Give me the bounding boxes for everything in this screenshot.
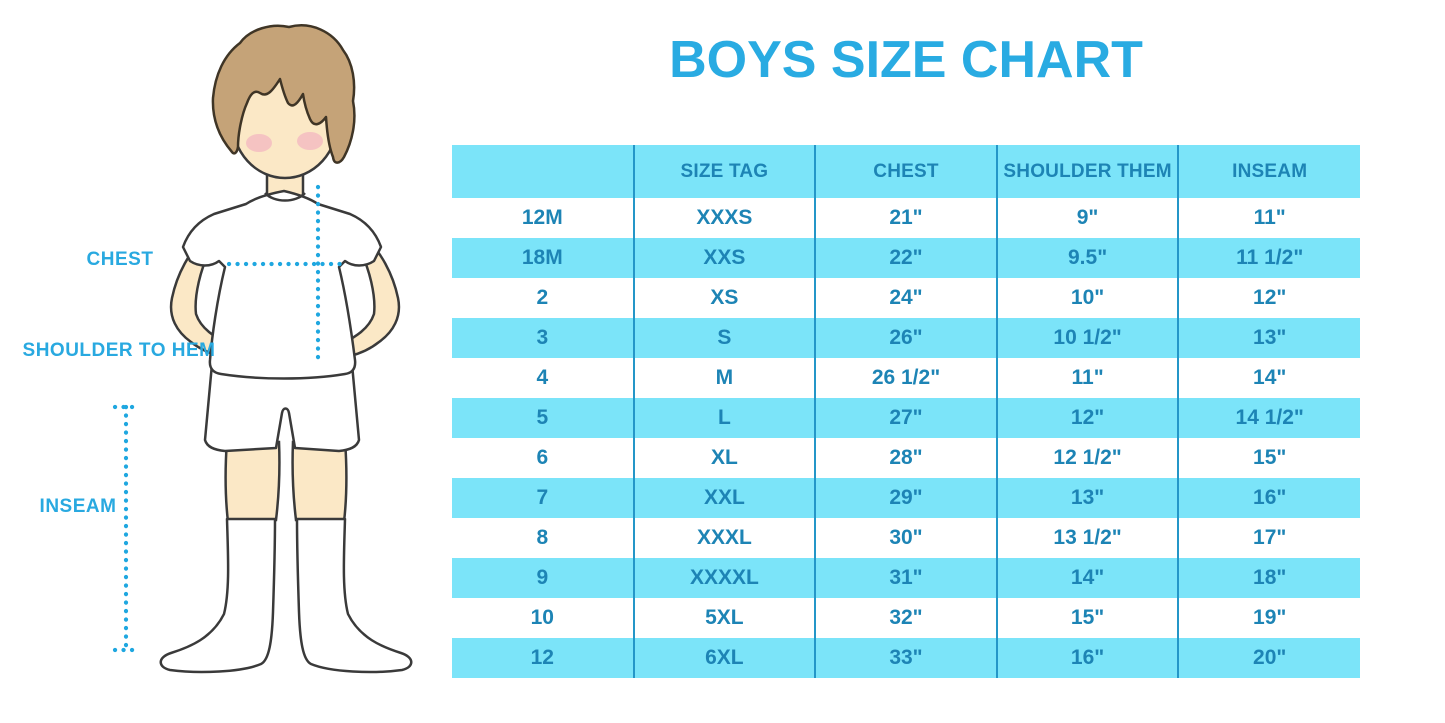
shoulder-hem-cell: 10 1/2"	[995, 318, 1179, 358]
size-cell: 8	[536, 526, 549, 549]
inseam-cell: 11"	[1177, 198, 1360, 238]
inseam-cell: 11 1/2"	[1177, 238, 1360, 278]
inseam-cell: 20"	[1177, 638, 1360, 678]
chest-cell: 24"	[814, 278, 997, 318]
shoulder-hem-cell: 10"	[995, 278, 1179, 318]
column-header-chest: CHEST	[814, 145, 997, 198]
table-row: 12M XXXS 21" 9" 11"	[452, 198, 1360, 238]
chest-cell: 21"	[814, 198, 997, 238]
size-tag-cell: M	[632, 358, 816, 398]
shoulder-to-hem-label: SHOULDER TO HEM	[22, 340, 216, 361]
boy-cheek-left	[246, 134, 272, 152]
size-cell: 12M	[521, 206, 563, 229]
table-row: 8 XXXL 30" 13 1/2" 17"	[452, 518, 1360, 558]
shoulder-hem-cell: 9.5"	[995, 238, 1179, 278]
chest-cell: 26 1/2"	[814, 358, 997, 398]
size-cell: 3	[452, 318, 634, 358]
size-table-body: 12M XXXS 21" 9" 11" 18M XXS 22" 9.5" 11 1/2" 2 XS 24…	[452, 198, 1360, 678]
column-header-shoulder-hem: SHOULDER THEM	[995, 145, 1179, 198]
table-row: 9 XXXXL 31" 14" 18"	[452, 558, 1360, 598]
inseam-cell: 18"	[1177, 558, 1360, 598]
size-table: SIZE TAG CHEST SHOULDER THEM INSEAM 12M X…	[452, 145, 1360, 678]
inseam-label: INSEAM	[39, 496, 117, 517]
size-cell: 18M	[452, 238, 634, 278]
size-cell: 12	[452, 638, 634, 678]
size-cell: 9	[452, 558, 634, 598]
size-tag-cell: XS	[632, 278, 816, 318]
inseam-cell: 17"	[1177, 518, 1360, 558]
size-tag-cell: 6XL	[632, 638, 816, 678]
boy-illustration	[112, 24, 413, 674]
header-row: SIZE TAG CHEST SHOULDER THEM INSEAM	[452, 145, 1360, 198]
size-tag-cell: XXXL	[632, 518, 816, 558]
size-cell: 4	[536, 366, 549, 389]
page-title: BOYS SIZE CHART	[669, 31, 1143, 89]
inseam-cell: 12"	[1177, 278, 1360, 318]
shoulder-hem-cell: 15"	[995, 598, 1179, 638]
size-tag-cell: XXXXL	[632, 558, 816, 598]
table-row: 2 XS 24" 10" 12"	[452, 278, 1360, 318]
chest-cell: 28"	[814, 438, 997, 478]
shoulder-hem-cell: 12 1/2"	[995, 438, 1179, 478]
chest-cell: 30"	[814, 518, 997, 558]
column-header-size	[452, 145, 634, 198]
size-tag-cell: L	[632, 398, 816, 438]
table-row: 10 5XL 32" 15" 19"	[452, 598, 1360, 638]
size-cell: 2	[536, 286, 549, 309]
boy-legs	[224, 438, 348, 524]
chest-cell: 32"	[814, 598, 997, 638]
shoulder-hem-cell: 13 1/2"	[995, 518, 1179, 558]
inseam-cell: 13"	[1177, 318, 1360, 358]
table-row: 3 S 26" 10 1/2" 13"	[452, 318, 1360, 358]
table-row: 12 6XL 33" 16" 20"	[452, 638, 1360, 678]
size-tag-cell: S	[632, 318, 816, 358]
boy-hair	[211, 24, 356, 164]
inseam-cell: 19"	[1177, 598, 1360, 638]
inseam-cell: 16"	[1177, 478, 1360, 518]
size-cell: 10	[530, 606, 554, 629]
table-row: 6 XL 28" 12 1/2" 15"	[452, 438, 1360, 478]
size-tag-cell: 5XL	[632, 598, 816, 638]
chest-cell: 29"	[814, 478, 997, 518]
shoulder-hem-cell: 12"	[995, 398, 1179, 438]
inseam-cell: 15"	[1177, 438, 1360, 478]
boy-shorts	[203, 362, 361, 453]
shoulder-hem-cell: 11"	[995, 358, 1179, 398]
inseam-cell: 14 1/2"	[1177, 398, 1360, 438]
size-tag-cell: XXS	[632, 238, 816, 278]
table-row: 5 L 27" 12" 14 1/2"	[452, 398, 1360, 438]
chest-cell: 26"	[814, 318, 997, 358]
boy-socks	[159, 517, 413, 674]
column-header-size-tag: SIZE TAG	[632, 145, 816, 198]
table-row: 18M XXS 22" 9.5" 11 1/2"	[452, 238, 1360, 278]
chest-cell: 33"	[814, 638, 997, 678]
shoulder-hem-cell: 13"	[995, 478, 1179, 518]
boy-cheek-right	[297, 132, 323, 150]
table-row: 4 M 26 1/2" 11" 14"	[452, 358, 1360, 398]
size-table-header: SIZE TAG CHEST SHOULDER THEM INSEAM	[452, 145, 1360, 198]
chest-label: CHEST	[86, 249, 154, 270]
shoulder-hem-cell: 16"	[995, 638, 1179, 678]
boy-collar	[264, 192, 306, 202]
column-header-inseam: INSEAM	[1177, 145, 1360, 198]
size-tag-cell: XL	[632, 438, 816, 478]
chest-cell: 22"	[814, 238, 997, 278]
size-cell: 7	[452, 478, 634, 518]
size-cell: 6	[536, 446, 549, 469]
measurement-figure: CHEST SHOULDER TO HEM INSEAM	[0, 0, 450, 723]
chest-cell: 27"	[814, 398, 997, 438]
shoulder-hem-cell: 14"	[995, 558, 1179, 598]
chest-cell: 31"	[814, 558, 997, 598]
size-cell: 5	[452, 398, 634, 438]
inseam-cell: 14"	[1177, 358, 1360, 398]
boy-shirt	[181, 189, 383, 380]
shoulder-hem-cell: 9"	[995, 198, 1179, 238]
size-tag-cell: XXL	[632, 478, 816, 518]
size-tag-cell: XXXS	[632, 198, 816, 238]
table-row: 7 XXL 29" 13" 16"	[452, 478, 1360, 518]
